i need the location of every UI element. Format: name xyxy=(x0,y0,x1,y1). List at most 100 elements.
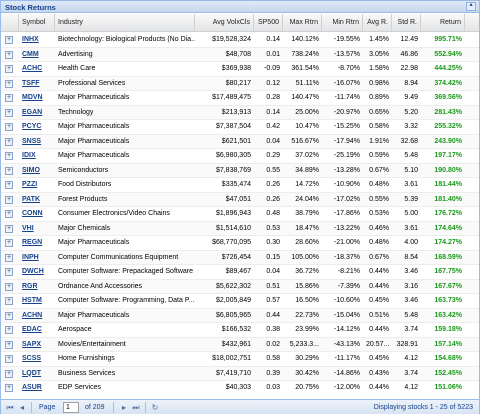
table-row[interactable]: + TSFF Professional Services $80,217 0.12 51.… xyxy=(1,76,479,91)
table-row[interactable]: + REGN Major Pharmaceuticals $68,770,095 0.3… xyxy=(1,236,479,251)
collapse-icon[interactable]: ⯅ xyxy=(466,2,476,11)
cell-avg-r: 0.67% xyxy=(369,166,389,174)
last-page-icon[interactable]: ⏭ xyxy=(132,403,140,412)
cell-avg-volxcls: $621,501 xyxy=(221,137,251,145)
table-row[interactable]: + VHI Major Chemicals $1,514,610 0.53 18.47% -… xyxy=(1,221,479,236)
column-header-sp500[interactable]: SP500 xyxy=(254,14,283,32)
table-row[interactable]: + INPH Computer Communications Equipment $7… xyxy=(1,250,479,265)
table-row[interactable]: + SCSS Home Furnishings $18,002,751 0.58 30.2… xyxy=(1,352,479,367)
table-row[interactable]: + DWCH Computer Software: Prepackaged Soft… xyxy=(1,265,479,280)
table-row[interactable]: + PCYC Major Pharmaceuticals $7,387,504 0.42… xyxy=(1,120,479,135)
plus-box-icon[interactable]: + xyxy=(5,210,13,218)
table-row[interactable]: + ACHN Major Pharmaceuticals $6,805,965 0.44… xyxy=(1,308,479,323)
cell-symbol[interactable]: EDAC xyxy=(22,326,42,333)
plus-box-icon[interactable]: + xyxy=(5,36,13,44)
table-row[interactable]: + PZZI Food Distributors $335,474 0.26 14.72%… xyxy=(1,178,479,193)
plus-box-icon[interactable]: + xyxy=(5,181,13,189)
plus-box-icon[interactable]: + xyxy=(5,123,13,131)
cell-symbol[interactable]: SCSS xyxy=(22,355,42,362)
cell-symbol[interactable]: RGR xyxy=(22,282,38,290)
cell-symbol[interactable]: DWCH xyxy=(22,268,44,275)
table-row[interactable]: + ASUR EDP Services $40,303 0.03 20.75% -12.00… xyxy=(1,381,479,395)
table-row[interactable]: + IDIX Major Pharmaceuticals $6,980,305 0.29… xyxy=(1,149,479,164)
cell-symbol[interactable]: SIMO xyxy=(22,166,40,174)
first-page-icon[interactable]: ⏮ xyxy=(6,403,14,412)
cell-symbol[interactable]: CONN xyxy=(22,210,43,217)
cell-symbol[interactable]: REGN xyxy=(22,239,43,246)
refresh-icon[interactable]: ↻ xyxy=(151,403,159,412)
cell-symbol[interactable]: CMM xyxy=(22,50,39,58)
cell-symbol[interactable]: PCYC xyxy=(22,123,42,130)
column-header-industry[interactable]: Industry xyxy=(55,14,195,32)
plus-box-icon[interactable]: + xyxy=(5,268,13,276)
plus-box-icon[interactable]: + xyxy=(5,253,13,262)
cell-symbol[interactable]: LQDT xyxy=(22,369,42,377)
cell-symbol[interactable]: SNSS xyxy=(22,137,42,145)
prev-page-icon[interactable]: ◂ xyxy=(19,403,24,412)
cell-industry: Major Pharmaceuticals xyxy=(58,152,130,159)
cell-symbol[interactable]: INHX xyxy=(22,36,39,43)
cell-return: 157.14% xyxy=(434,340,462,348)
cell-symbol[interactable]: ASUR xyxy=(22,384,42,391)
table-row[interactable]: + SIMO Semiconductors $7,838,769 0.55 34.89% -… xyxy=(1,163,479,178)
cell-symbol[interactable]: TSFF xyxy=(22,79,40,87)
cell-std-r: 8.94 xyxy=(404,79,418,87)
table-row[interactable]: + CMM Advertising $48,708 0.01 738.24% -13.57%… xyxy=(1,47,479,62)
cell-symbol[interactable]: MDVN xyxy=(22,94,43,101)
plus-box-icon[interactable]: + xyxy=(5,108,13,117)
cell-symbol[interactable]: VHI xyxy=(22,224,34,232)
plus-box-icon[interactable]: + xyxy=(5,326,13,334)
table-row[interactable]: + LQDT Business Services $7,419,710 0.39 30.4… xyxy=(1,366,479,381)
plus-box-icon[interactable]: + xyxy=(5,195,13,204)
cell-industry: Forest Products xyxy=(58,195,108,203)
plus-box-icon[interactable]: + xyxy=(5,297,13,305)
table-row[interactable]: + SNSS Major Pharmaceuticals $621,501 0.04 51… xyxy=(1,134,479,149)
cell-symbol[interactable]: PZZI xyxy=(22,181,38,188)
table-row[interactable]: + HSTM Computer Software: Programming, Dat… xyxy=(1,294,479,309)
column-header-std-r[interactable]: Std R. xyxy=(392,14,421,32)
table-row[interactable]: + INHX Biotechnology: Biological Products … xyxy=(1,33,479,48)
column-header-symbol[interactable]: Symbol xyxy=(19,14,55,32)
table-row[interactable]: + EGAN Technology $213,913 0.14 25.00% -20.97%… xyxy=(1,105,479,120)
table-row[interactable]: + RGR Ordnance And Accessories $5,622,302 0.… xyxy=(1,279,479,294)
cell-symbol[interactable]: PATK xyxy=(22,195,41,203)
cell-symbol[interactable]: IDIX xyxy=(22,152,36,159)
plus-box-icon[interactable]: + xyxy=(5,282,13,291)
plus-box-icon[interactable]: + xyxy=(5,166,13,175)
plus-box-icon[interactable]: + xyxy=(5,355,13,363)
plus-box-icon[interactable]: + xyxy=(5,311,13,320)
column-header-return[interactable]: Return xyxy=(421,14,465,32)
table-row[interactable]: + SAPX Movies/Entertainment $432,961 0.02 5,2… xyxy=(1,337,479,352)
plus-box-icon[interactable]: + xyxy=(5,340,13,349)
plus-box-icon[interactable]: + xyxy=(5,384,13,392)
table-row[interactable]: + CONN Consumer Electronics/Video Chains $1… xyxy=(1,207,479,222)
plus-box-icon[interactable]: + xyxy=(5,137,13,146)
table-row[interactable]: + ACHC Health Care $369,938 -0.09 361.54% -8.7… xyxy=(1,62,479,77)
cell-symbol[interactable]: HSTM xyxy=(22,297,42,304)
plus-box-icon[interactable]: + xyxy=(5,94,13,102)
column-header-avg-volxcls[interactable]: Avg VolxCls xyxy=(195,14,254,32)
cell-min-rtrn: -12.00% xyxy=(333,384,360,391)
column-header-min-rtrn[interactable]: Min Rtrn xyxy=(322,14,363,32)
page-number-input[interactable] xyxy=(63,402,79,413)
cell-symbol[interactable]: SAPX xyxy=(22,340,42,348)
plus-box-icon[interactable]: + xyxy=(5,239,13,247)
plus-box-icon[interactable]: + xyxy=(5,224,13,233)
plus-box-icon[interactable]: + xyxy=(5,152,13,160)
next-page-icon[interactable]: ▸ xyxy=(121,403,126,412)
plus-box-icon[interactable]: + xyxy=(5,369,13,378)
cell-symbol[interactable]: ACHC xyxy=(22,65,43,72)
column-header-max-rtrn[interactable]: Max Rtrn xyxy=(283,14,322,32)
plus-box-icon[interactable]: + xyxy=(5,50,13,59)
plus-box-icon[interactable]: + xyxy=(5,79,13,88)
cell-symbol[interactable]: EGAN xyxy=(22,108,43,116)
table-row[interactable]: + PATK Forest Products $47,051 0.26 24.04% -17… xyxy=(1,192,479,207)
cell-return: 369.56% xyxy=(434,94,462,101)
table-row[interactable]: + MDVN Major Pharmaceuticals $17,489,475 0.2… xyxy=(1,91,479,106)
table-row[interactable]: + EDAC Aerospace $166,532 0.38 23.99% -14.12% 0… xyxy=(1,323,479,338)
plus-box-icon[interactable]: + xyxy=(5,65,13,73)
cell-return: 167.75% xyxy=(434,268,462,275)
cell-symbol[interactable]: INPH xyxy=(22,253,39,261)
column-header-avg-r[interactable]: Avg R. xyxy=(363,14,392,32)
cell-symbol[interactable]: ACHN xyxy=(22,311,43,319)
